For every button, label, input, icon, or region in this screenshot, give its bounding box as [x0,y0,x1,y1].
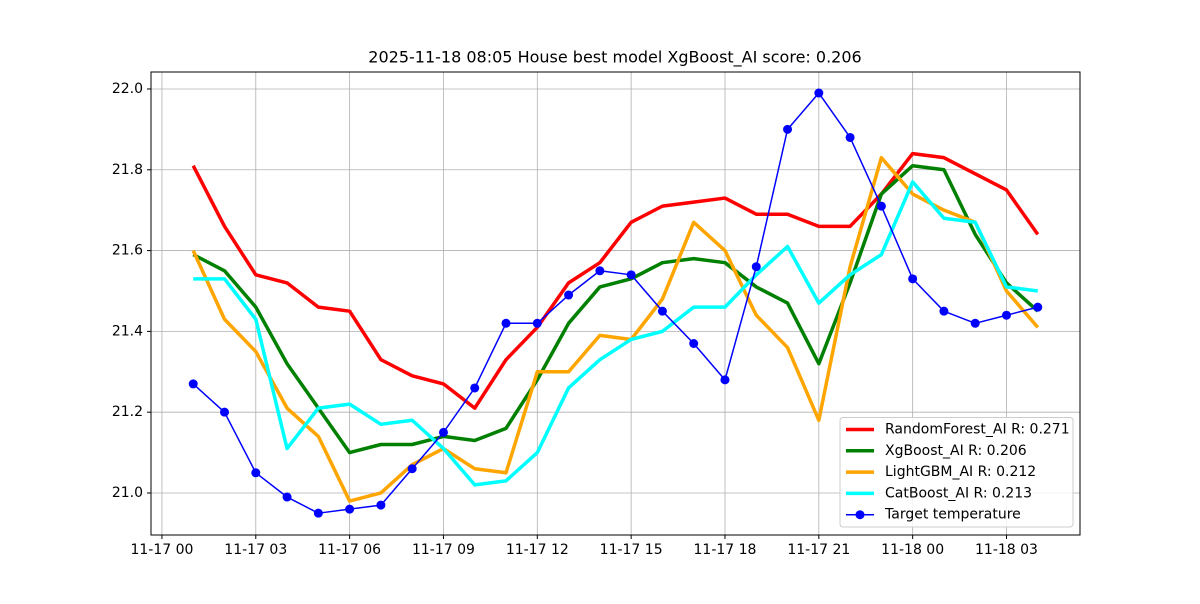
series-marker [376,500,386,510]
series-marker [220,407,230,417]
series-line [193,180,1038,487]
series-marker [251,468,261,478]
series-marker [438,427,448,437]
y-tick-label: 21.6 [112,243,143,259]
series-marker [501,318,511,328]
series-marker [407,464,417,474]
series-marker [313,508,323,518]
chart-title: 2025-11-18 08:05 House best model XgBoos… [368,48,861,68]
x-tick-label: 11-17 09 [412,542,475,558]
series-marker [783,124,793,134]
legend-label: Target temperature [884,507,1021,523]
series-line [192,163,1039,455]
y-tick-label: 22.0 [112,81,143,97]
legend-label: RandomForest_AI R: 0.271 [885,422,1070,438]
series-marker [908,274,918,284]
series-marker [876,201,886,211]
legend-label: CatBoost_AI R: 0.213 [885,485,1032,501]
x-tick-label: 11-17 00 [130,542,193,558]
plot-frame [150,71,1081,536]
series-marker [689,338,699,348]
y-tick-label: 21.8 [112,162,143,178]
x-tick-label: 11-17 03 [224,542,287,558]
legend-box [839,417,1074,528]
series-marker [751,262,761,272]
y-tick-label: 21.0 [112,485,143,501]
x-tick-label: 11-18 03 [975,542,1038,558]
series-marker [595,266,605,276]
x-tick-label: 11-17 12 [506,542,569,558]
series-marker [564,290,574,300]
series-marker [282,492,292,502]
series-marker [345,504,355,514]
y-tick-label: 21.4 [112,323,143,339]
x-tick-label: 11-17 21 [787,542,850,558]
series-line [191,155,1040,503]
x-tick-label: 11-17 15 [600,542,663,558]
series-marker [845,132,855,142]
series-marker [720,375,730,385]
x-tick-label: 11-17 06 [318,542,381,558]
legend-label: LightGBM_AI R: 0.212 [885,464,1036,480]
series-line [192,92,1038,514]
series-marker [532,318,542,328]
series-marker [1001,310,1011,320]
series-marker [188,379,198,389]
x-tick-label: 11-18 00 [881,542,944,558]
series-marker [626,270,636,280]
series-marker [1033,302,1043,312]
legend-marker [855,510,865,520]
series-marker [814,88,824,98]
legend-label: XgBoost_AI R: 0.206 [885,443,1027,459]
series-marker [939,306,949,316]
y-tick-label: 21.2 [112,404,143,420]
series-marker [970,318,980,328]
series-marker [657,306,667,316]
series-marker [470,383,480,393]
x-tick-label: 11-17 18 [694,542,757,558]
